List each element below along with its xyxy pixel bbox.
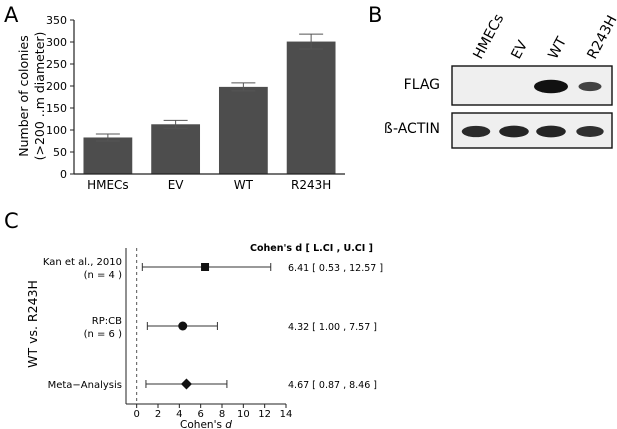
forest-x-tick-label-12: 12 [258, 409, 271, 420]
forest-x-tick-label-0: 0 [133, 409, 139, 420]
forest-row-label-kan-et-al-2010-0: Kan et al., 2010 [43, 257, 122, 268]
forest-x-tick-label-14: 14 [280, 409, 293, 420]
bar-chart-y-tick-label-200: 200 [46, 80, 67, 93]
bar-chart-x-label-wt: WT [234, 178, 254, 192]
forest-plot: WT vs. R243H Cohen's d [ L.CI , U.CI ] K… [25, 243, 383, 429]
panel-letter-c: C [4, 209, 19, 233]
forest-marker-meta-analysis [180, 378, 192, 390]
forest-marker-rp-cb [178, 321, 188, 331]
blot-band-flag-wt [534, 79, 568, 94]
bar-chart-y-tick-label-300: 300 [46, 36, 67, 49]
forest-row-label-rp-cb-1: (n = 6 ) [84, 329, 123, 340]
blot-band-actin-r243h [576, 126, 604, 137]
blot-band-actin-wt [536, 125, 566, 138]
bar-r243h [286, 41, 336, 175]
forest-plot-xlabel: Cohen's d [180, 419, 232, 429]
forest-x-tick-label-10: 10 [237, 409, 250, 420]
bar-chart-error-bars [95, 33, 324, 142]
forest-x-tick-label-4: 4 [176, 409, 182, 420]
bar-chart-x-label-hmecs: HMECs [87, 178, 129, 192]
forest-plot-confidence-intervals [141, 263, 272, 388]
bar-chart-ylabel-line2: (>200 ..m diameter) [32, 32, 47, 161]
blot-lane-label-hmecs: HMECs [470, 12, 507, 62]
forest-summary-rp-cb: 4.32 [ 1.00 , 7.57 ] [288, 322, 377, 333]
bar-chart-bars [83, 41, 336, 175]
forest-plot-x-axis-ticks: 0 2 4 6 8 10 12 14 [133, 404, 292, 420]
bar-chart-y-tick-label-250: 250 [46, 58, 67, 71]
blot-band-flag-r243h [578, 81, 602, 92]
bar-wt [218, 86, 268, 174]
bar-chart-x-label-r243h: R243H [291, 178, 331, 192]
forest-plot-header: Cohen's d [ L.CI , U.CI ] [250, 243, 373, 254]
bar-chart-y-tick-label-100: 100 [46, 124, 67, 137]
bar-ev [151, 124, 201, 174]
forest-row-label-rp-cb-0: RP:CB [92, 316, 122, 327]
blot-lane-label-wt: WT [545, 34, 570, 62]
forest-x-tick-label-8: 8 [219, 409, 225, 420]
forest-plot-summaries: 6.41 [ 0.53 , 12.57 ] 4.32 [ 1.00 , 7.57 … [288, 263, 383, 391]
panel-letter-a: A [4, 3, 19, 27]
forest-summary-kan-et-al-2010: 6.41 [ 0.53 , 12.57 ] [288, 263, 383, 274]
bar-chart-ylabel-line1: Number of colonies [16, 35, 31, 156]
blot-band-actin-ev [499, 125, 529, 138]
bar-chart-y-axis-ticks: 0 50 100 150 200 250 300 350 [46, 14, 74, 181]
forest-row-label-meta-analysis-0: Meta−Analysis [48, 380, 122, 391]
blot-row-label-flag: FLAG [404, 77, 440, 93]
blot-lane-label-ev: EV [508, 38, 531, 62]
forest-x-tick-label-2: 2 [155, 409, 161, 420]
forest-plot-group-label: WT vs. R243H [25, 280, 40, 368]
forest-plot-xlabel-text: Cohen's [180, 419, 225, 429]
forest-summary-meta-analysis: 4.67 [ 0.87 , 8.46 ] [288, 380, 377, 391]
bar-chart-x-label-ev: EV [168, 178, 185, 192]
bar-hmecs [83, 137, 133, 174]
forest-plot-row-labels: Kan et al., 2010 (n = 4 ) RP:CB (n = 6 ) Met… [43, 257, 122, 391]
bar-chart-y-tick-label-350: 350 [46, 14, 67, 27]
blot-band-actin-hmecs [461, 125, 491, 138]
blot-lane-label-r243h: R243H [584, 13, 617, 62]
blot-bands [461, 79, 604, 138]
bar-chart: Number of colonies (>200 ..m diameter) 0… [16, 14, 345, 192]
panel-letter-b: B [368, 3, 382, 27]
bar-chart-y-tick-label-0: 0 [60, 168, 67, 181]
forest-plot-markers [178, 263, 210, 390]
forest-row-label-kan-et-al-2010-1: (n = 4 ) [84, 270, 123, 281]
forest-x-tick-label-6: 6 [197, 409, 203, 420]
blot-lane-labels: HMECs EV WT R243H [470, 12, 617, 62]
forest-plot-xlabel-var: d [225, 419, 232, 429]
western-blot: HMECs EV WT R243H FLAG ß-ACTIN [384, 12, 617, 149]
blot-row-label-actin: ß-ACTIN [384, 121, 440, 137]
bar-chart-y-tick-label-50: 50 [53, 146, 67, 159]
bar-chart-x-axis-labels: HMECs EV WT R243H [87, 178, 331, 192]
forest-marker-kan-et-al-2010 [201, 263, 210, 271]
bar-chart-y-tick-label-150: 150 [46, 102, 67, 115]
